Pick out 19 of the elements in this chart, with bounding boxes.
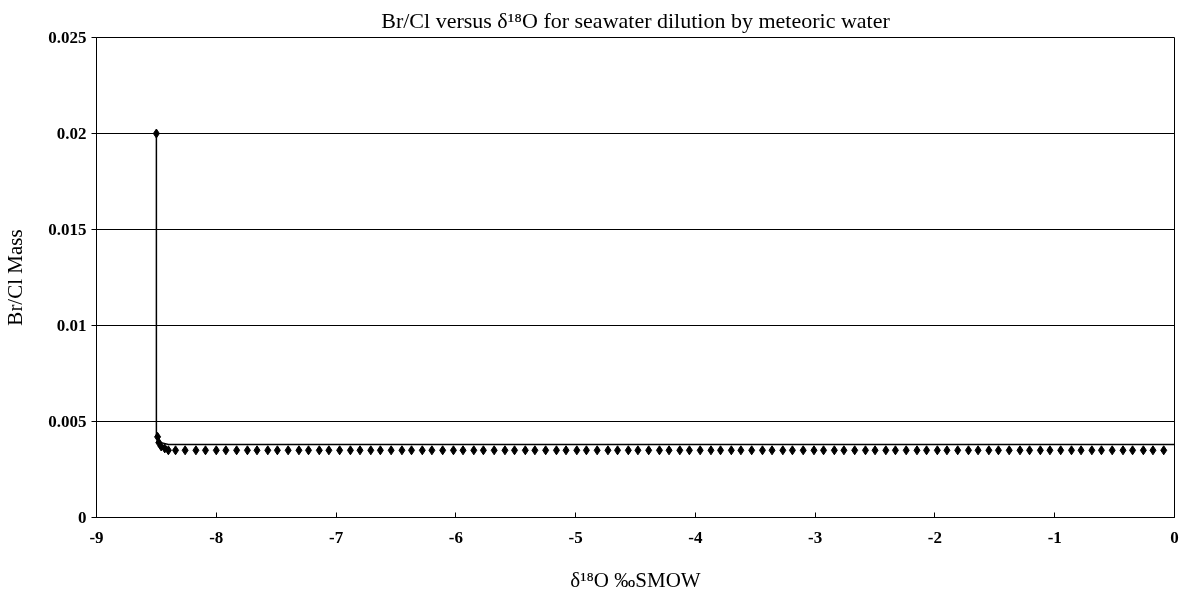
- x-tick-label: -7: [328, 527, 344, 547]
- y-tick-label: 0: [78, 508, 87, 527]
- y-tick-label: 0.015: [48, 220, 87, 239]
- x-tick-label: -1: [1047, 527, 1062, 547]
- y-tick-label: 0.01: [56, 316, 87, 335]
- x-tick-label: -6: [448, 527, 463, 547]
- x-tick-label: -8: [209, 527, 224, 547]
- x-tick-label: -2: [927, 527, 943, 547]
- y-tick-label: 0.005: [48, 412, 87, 431]
- x-axis-title: δ¹⁸O ‰SMOW: [570, 567, 701, 592]
- y-axis-title: Br/Cl Mass: [3, 229, 28, 326]
- x-tick-label: -9: [89, 527, 104, 547]
- y-tick-label: 0.02: [56, 124, 87, 143]
- x-tick-label: -5: [568, 527, 583, 547]
- x-tick-label: -4: [688, 527, 703, 547]
- chart-title: Br/Cl versus δ¹⁸O for seawater dilution by meteoric water: [381, 7, 891, 33]
- x-tick-label: -3: [808, 527, 823, 547]
- y-tick-label: 0.025: [48, 28, 87, 47]
- x-tick-label: 0: [1170, 527, 1179, 547]
